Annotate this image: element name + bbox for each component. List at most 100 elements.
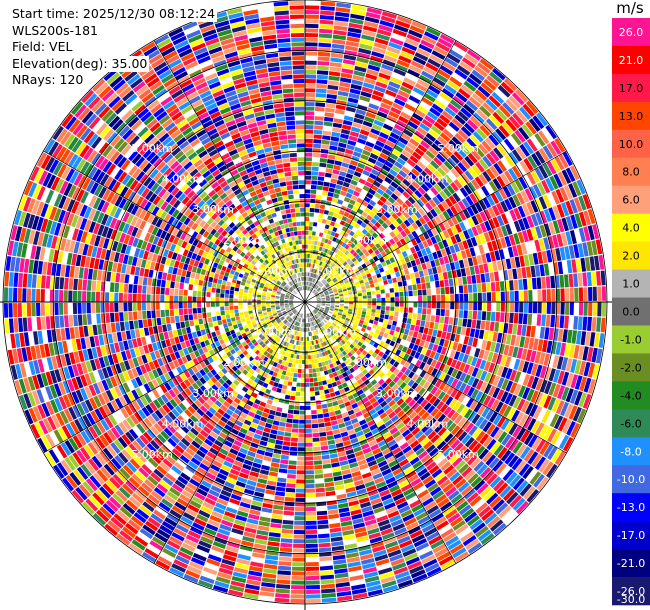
velocity-cell	[305, 79, 316, 84]
velocity-cell	[543, 395, 552, 409]
velocity-cell	[313, 139, 322, 144]
velocity-cell	[323, 228, 329, 234]
velocity-cell	[271, 424, 279, 431]
velocity-cell	[318, 381, 323, 386]
velocity-cell	[282, 519, 294, 525]
velocity-cell	[504, 356, 512, 368]
velocity-cell	[311, 363, 316, 369]
velocity-cell	[441, 393, 450, 403]
velocity-cell	[482, 436, 493, 448]
velocity-cell	[351, 257, 357, 263]
velocity-cell	[339, 280, 344, 284]
velocity-cell	[305, 157, 312, 162]
velocity-cell	[403, 77, 416, 86]
velocity-cell	[305, 520, 317, 525]
velocity-cell	[409, 64, 423, 74]
velocity-cell	[366, 203, 374, 211]
velocity-cell	[345, 148, 354, 155]
velocity-cell	[365, 245, 371, 251]
velocity-cell	[282, 384, 288, 390]
velocity-cell	[310, 249, 314, 254]
velocity-cell	[457, 318, 463, 327]
velocity-cell	[305, 378, 310, 383]
velocity-cell	[320, 315, 325, 319]
velocity-cell	[416, 104, 429, 114]
velocity-cell	[472, 131, 484, 143]
velocity-cell	[407, 379, 415, 387]
velocity-cell	[446, 227, 454, 237]
velocity-cell	[306, 566, 320, 571]
velocity-cell	[338, 290, 343, 293]
velocity-cell	[498, 105, 511, 118]
velocity-cell	[345, 40, 359, 48]
velocity-cell	[533, 474, 545, 488]
velocity-cell	[309, 258, 312, 263]
velocity-cell	[389, 169, 398, 177]
velocity-cell	[531, 436, 542, 451]
velocity-cell	[410, 246, 416, 254]
velocity-cell	[332, 277, 337, 282]
velocity-cell	[387, 263, 393, 270]
velocity-cell	[485, 340, 492, 351]
velocity-cell	[513, 383, 522, 396]
velocity-cell	[582, 242, 589, 257]
velocity-cell	[340, 77, 352, 84]
velocity-cell	[547, 236, 555, 249]
velocity-cell	[331, 197, 338, 203]
velocity-cell	[346, 258, 351, 263]
velocity-cell	[311, 171, 319, 176]
velocity-cell	[327, 215, 333, 221]
velocity-cell	[486, 195, 496, 207]
velocity-cell	[320, 307, 325, 311]
velocity-cell	[353, 239, 359, 245]
velocity-cell	[406, 318, 412, 325]
velocity-cell	[305, 203, 310, 208]
velocity-cell	[319, 204, 326, 210]
velocity-cell	[538, 148, 550, 162]
velocity-cell	[320, 267, 325, 272]
velocity-cell	[316, 305, 321, 308]
velocity-cell	[509, 382, 518, 394]
velocity-cell	[305, 424, 312, 429]
velocity-cell	[314, 358, 318, 364]
velocity-cell	[488, 218, 496, 230]
velocity-cell	[518, 279, 523, 290]
velocity-cell	[403, 235, 411, 243]
velocity-cell	[446, 386, 455, 396]
velocity-cell	[408, 29, 423, 39]
velocity-cell	[308, 359, 312, 364]
velocity-cell	[428, 199, 437, 208]
velocity-cell	[395, 297, 400, 302]
velocity-cell	[358, 276, 363, 281]
velocity-cell	[508, 95, 522, 109]
velocity-cell	[485, 321, 491, 331]
velocity-cell	[437, 167, 447, 177]
velocity-cell	[535, 422, 545, 436]
velocity-cell	[432, 266, 438, 275]
velocity-cell	[436, 265, 442, 274]
velocity-cell	[314, 116, 324, 121]
velocity-cell	[352, 122, 362, 129]
velocity-cell	[328, 280, 333, 284]
velocity-cell	[332, 312, 338, 316]
velocity-cell	[394, 123, 405, 132]
velocity-cell	[314, 474, 324, 479]
velocity-cell	[430, 315, 436, 322]
velocity-cell	[477, 292, 482, 302]
velocity-cell	[385, 293, 390, 298]
velocity-cell	[328, 513, 340, 520]
velocity-cell	[323, 121, 333, 127]
velocity-cell	[380, 15, 396, 24]
velocity-cell	[312, 231, 316, 236]
velocity-cell	[357, 208, 364, 215]
velocity-cell	[402, 334, 408, 341]
velocity-cell	[333, 311, 338, 315]
velocity-cell	[426, 111, 439, 121]
velocity-cell	[361, 314, 366, 318]
velocity-cell	[370, 55, 383, 63]
velocity-cell	[379, 207, 387, 215]
velocity-cell	[352, 205, 359, 212]
velocity-cell	[334, 188, 341, 195]
velocity-cell	[370, 184, 379, 192]
velocity-cell	[508, 152, 519, 165]
